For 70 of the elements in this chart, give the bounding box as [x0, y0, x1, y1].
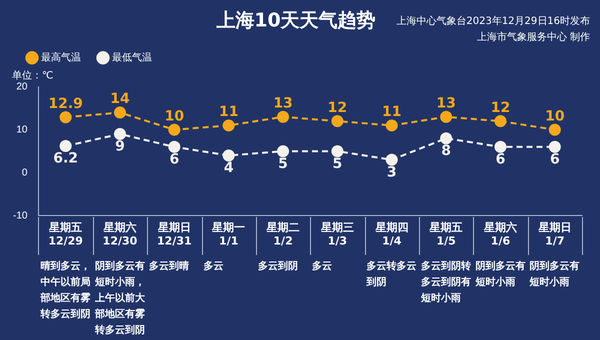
data-label: 11 — [218, 104, 238, 120]
data-label: 6.2 — [53, 150, 78, 167]
y-axis-title: 单位：℃ — [12, 69, 54, 82]
legend-label: 最低气温 — [112, 52, 152, 64]
point — [440, 132, 452, 144]
text: 多云转多云到阴 — [366, 260, 417, 290]
x-tick-label: 星期五 1/5 — [428, 221, 463, 248]
data-label: 11 — [382, 104, 402, 120]
point — [548, 140, 561, 153]
data-label: 6 — [550, 152, 560, 168]
point — [60, 111, 72, 124]
y-tick-label: 20 — [16, 82, 28, 93]
text: 阴到多云有短时小雨 — [475, 260, 526, 290]
text: 阴到多云有短时小雨，上午以前大部地区有雾转多云到阴 — [94, 260, 146, 338]
x-tick-label: 星期四 1/4 — [374, 221, 408, 248]
point — [114, 128, 126, 140]
x-tick-label: 星期六 1/6 — [482, 221, 517, 248]
data-label: 6 — [169, 152, 180, 168]
data-label: 5 — [332, 156, 342, 172]
point — [494, 115, 506, 128]
point — [114, 106, 126, 119]
x-tick-label: 星期六 12/30 — [102, 221, 138, 248]
data-label: 9 — [115, 138, 125, 155]
data-label: 13 — [436, 95, 456, 112]
x-tick-label: 星期一 1/1 — [211, 221, 246, 248]
data-label: 12 — [490, 100, 510, 116]
x-tick-label: 星期三 1/3 — [320, 221, 354, 248]
point — [494, 140, 506, 153]
data-label: 5 — [278, 156, 288, 172]
y-tick-label: -10 — [13, 210, 28, 222]
text: 多云到阴转多云到阴有短时小雨 — [420, 260, 472, 306]
x-tick-label: 星期五 12/29 — [48, 221, 83, 248]
data-label: 3 — [386, 164, 397, 180]
legend-label: 最高气温 — [41, 52, 81, 64]
point — [331, 145, 344, 158]
point — [168, 124, 180, 136]
point — [386, 154, 398, 166]
x-tick-label: 星期日 12/31 — [156, 221, 192, 248]
point — [222, 149, 235, 162]
text: 晴到多云，中午以前局部地区有雾转多云到阴 — [40, 260, 91, 322]
point — [277, 110, 290, 123]
point — [60, 140, 72, 152]
chart-title: 上海10天天气趋势 — [215, 9, 376, 32]
data-label: 12 — [328, 100, 348, 116]
point — [277, 145, 290, 158]
point — [222, 119, 235, 132]
y-tick-label: 10 — [16, 124, 28, 136]
data-label: 14 — [110, 91, 130, 108]
point — [440, 110, 452, 123]
point — [331, 115, 344, 128]
text: 多云到晴 — [149, 260, 190, 274]
y-tick-label: 0 — [22, 167, 28, 178]
text: 多云 — [204, 260, 225, 274]
text: 上海市气象服务中心 制作 — [476, 30, 590, 45]
point — [168, 140, 180, 153]
point — [548, 124, 561, 136]
text: 多云到阴 — [258, 260, 299, 274]
data-label: 6 — [496, 152, 506, 168]
data-label: 4 — [224, 160, 234, 176]
data-label: 10 — [164, 108, 184, 124]
data-label: 10 — [545, 108, 565, 124]
x-tick-label: 星期日 1/7 — [537, 221, 572, 248]
data-label: 12.9 — [48, 96, 83, 112]
point — [386, 119, 398, 132]
chart-subtitle: 上海中心气象台2023年12月29日16时发布 — [396, 14, 590, 29]
text: 阴到多云有短时小雨 — [530, 260, 580, 290]
x-tick-label: 星期二 1/2 — [266, 221, 300, 248]
text: 多云 — [312, 260, 334, 274]
data-label: 13 — [273, 95, 293, 112]
data-label: 8 — [441, 142, 451, 159]
